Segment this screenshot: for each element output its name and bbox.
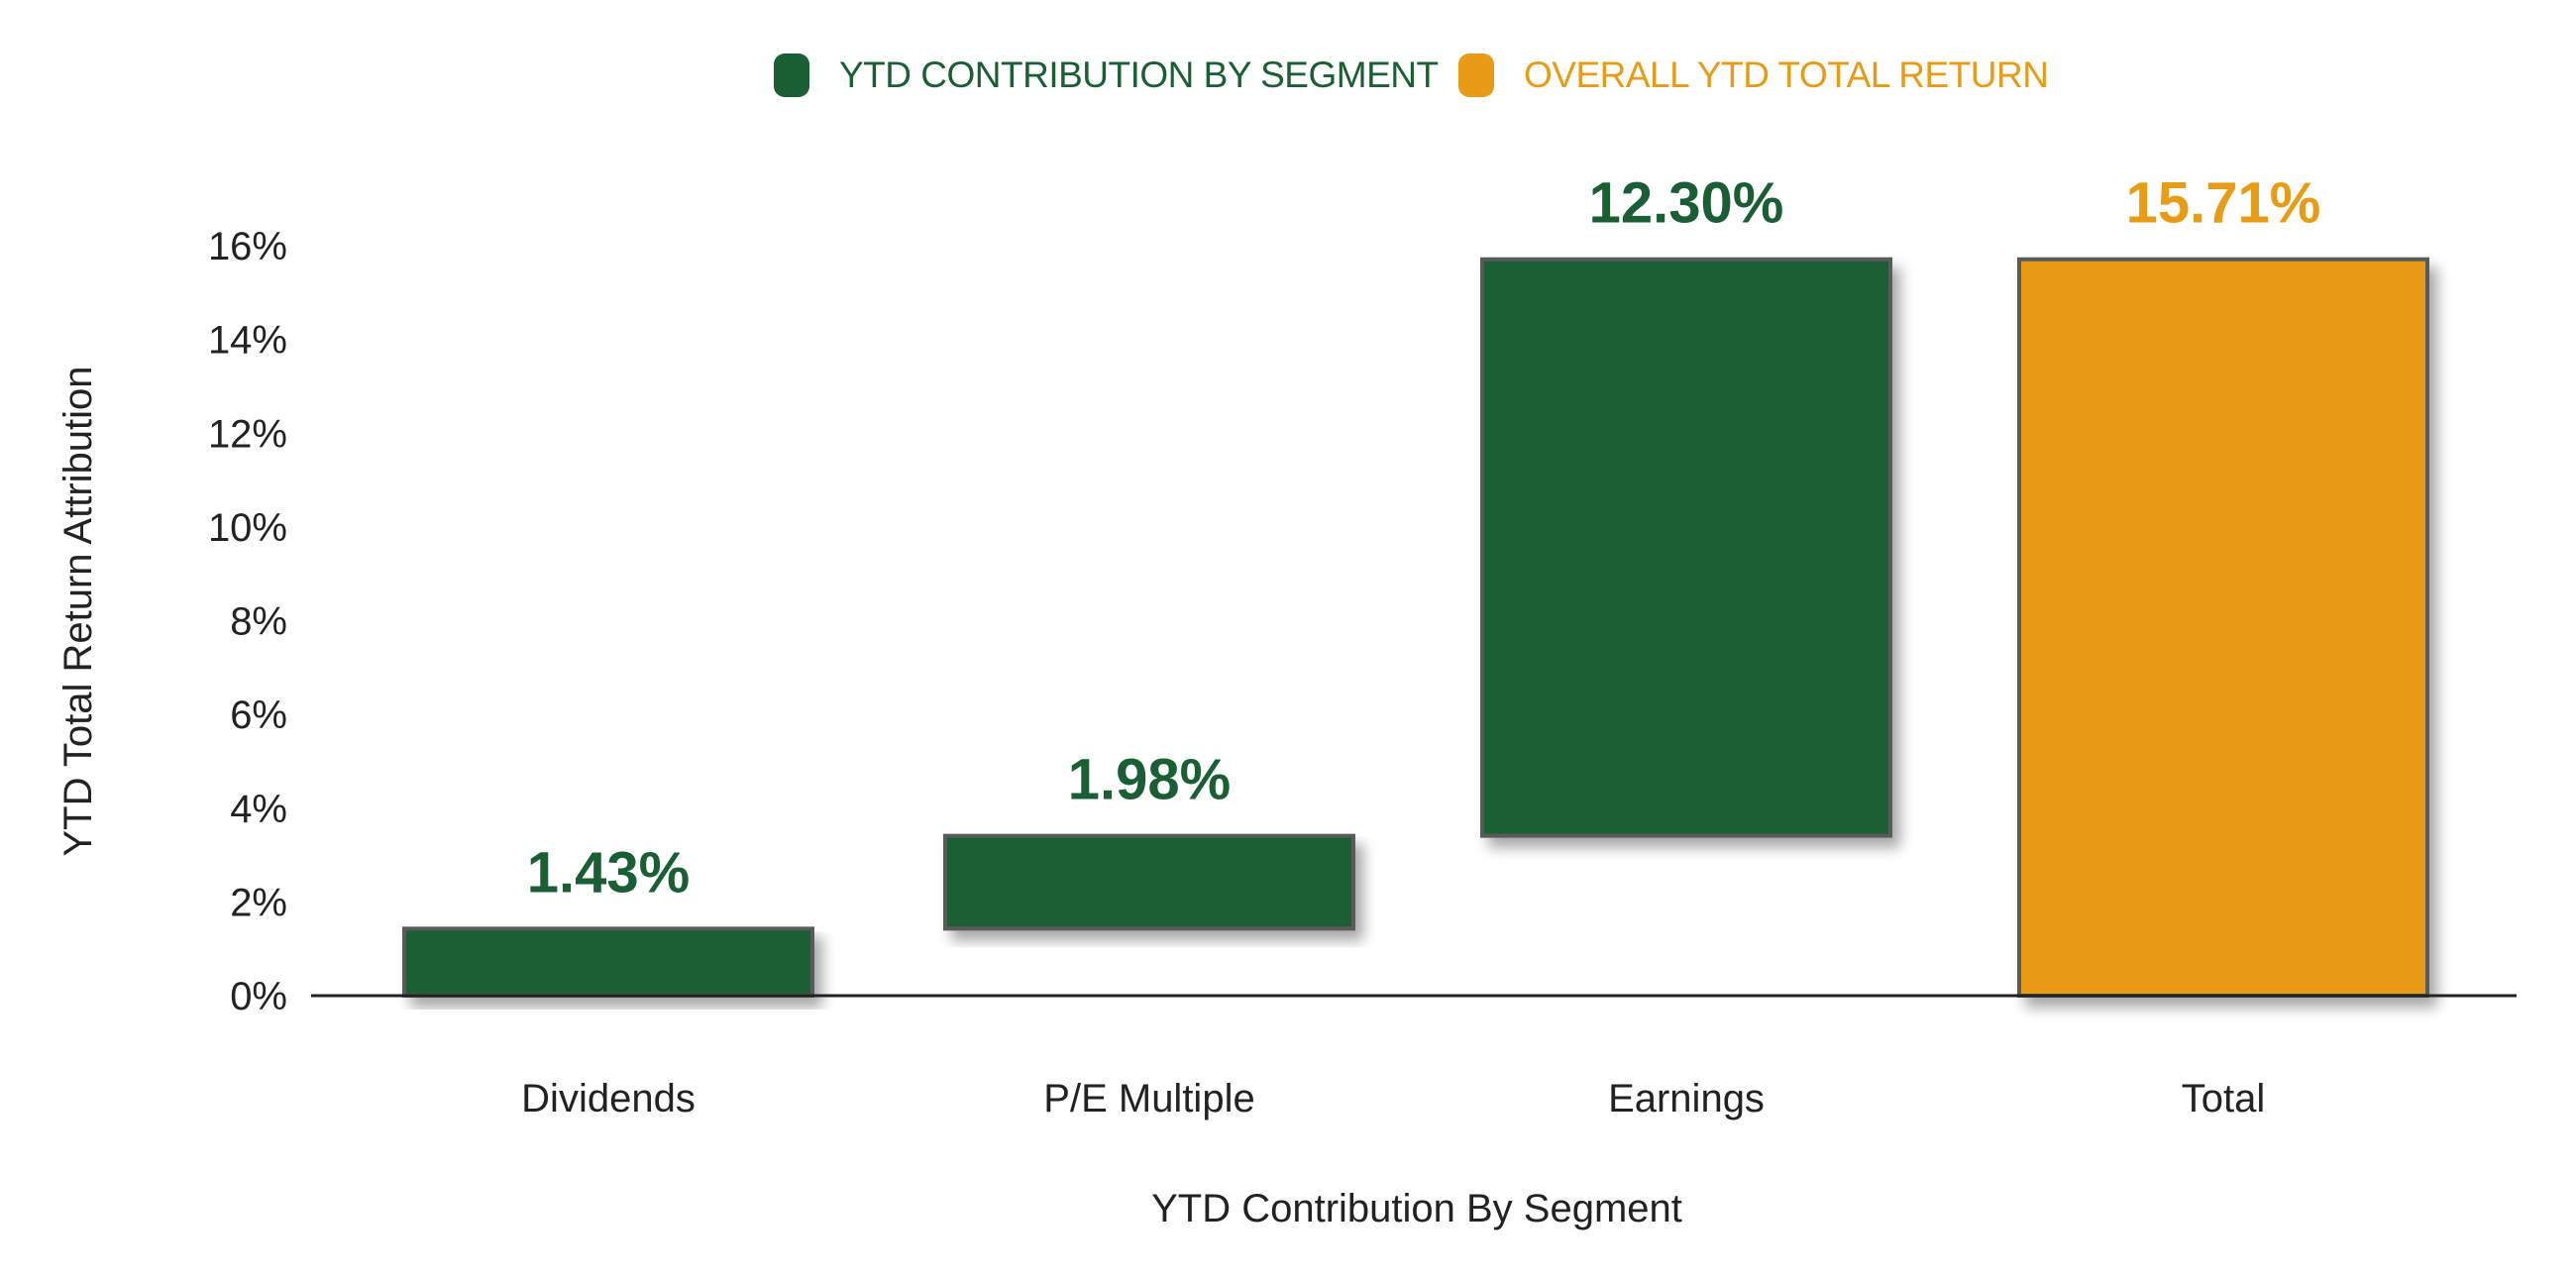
bars — [402, 257, 2429, 999]
bar-p-e-multiple[interactable] — [943, 833, 1355, 931]
legend-swatch-total-icon — [1458, 53, 1494, 97]
legend: YTD CONTRIBUTION BY SEGMENT OVERALL YTD … — [0, 52, 2576, 99]
data-label: 15.71% — [2126, 171, 2321, 236]
x-tick-label: Dividends — [521, 1077, 696, 1120]
bar-dividends[interactable] — [402, 926, 814, 999]
y-axis-title: YTD Total Return Attribution — [56, 366, 100, 856]
legend-item-segment[interactable]: YTD CONTRIBUTION BY SEGMENT — [774, 52, 1439, 99]
legend-label-segment: YTD CONTRIBUTION BY SEGMENT — [839, 54, 1439, 95]
data-label: 1.43% — [527, 840, 690, 905]
bar-total[interactable] — [2017, 257, 2429, 998]
y-tick-label: 0% — [230, 975, 287, 1018]
legend-item-total[interactable]: OVERALL YTD TOTAL RETURN — [1458, 52, 2049, 99]
y-axis-ticks: 0% 2% 4% 6% 8% 10% 12% 14% 16% — [208, 225, 287, 1018]
y-tick-label: 12% — [208, 412, 287, 456]
y-tick-label: 8% — [230, 600, 287, 644]
data-label: 1.98% — [1068, 748, 1231, 812]
y-tick-label: 16% — [208, 225, 287, 268]
x-tick-label: Earnings — [1608, 1077, 1765, 1120]
y-tick-label: 6% — [230, 693, 287, 737]
y-tick-label: 2% — [230, 881, 287, 924]
y-tick-label: 14% — [208, 319, 287, 363]
y-tick-label: 10% — [208, 506, 287, 550]
y-tick-label: 4% — [230, 788, 287, 831]
legend-label-total: OVERALL YTD TOTAL RETURN — [1524, 54, 2049, 95]
legend-swatch-segment-icon — [774, 53, 809, 97]
data-label: 12.30% — [1589, 171, 1784, 236]
bar-earnings[interactable] — [1480, 257, 1892, 838]
x-axis-ticks: Dividends P/E Multiple Earnings Total — [521, 1077, 2265, 1120]
x-tick-label: Total — [2182, 1077, 2266, 1120]
x-axis-title: YTD Contribution By Segment — [1151, 1187, 1682, 1230]
data-labels: 1.43% 1.98% 12.30% 15.71% — [527, 171, 2321, 906]
x-tick-label: P/E Multiple — [1043, 1077, 1254, 1120]
